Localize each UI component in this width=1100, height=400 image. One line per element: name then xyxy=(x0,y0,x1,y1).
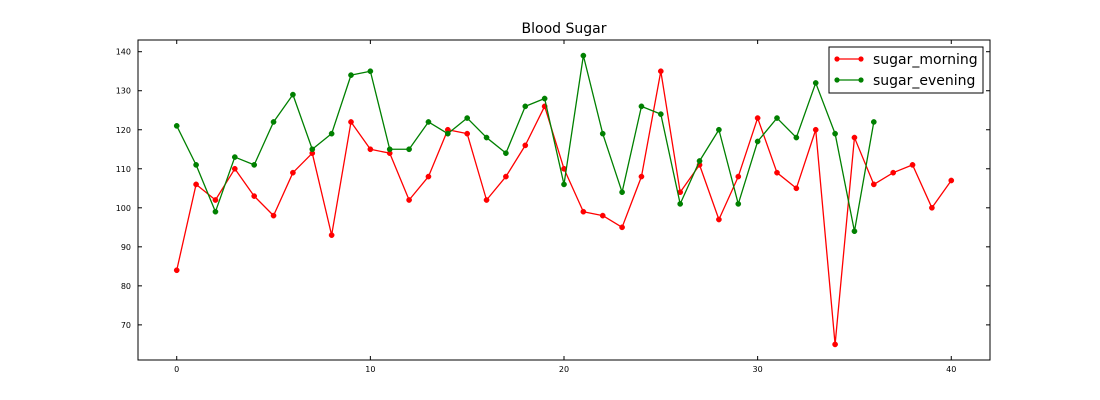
data-point-sugar_evening xyxy=(735,201,742,207)
data-point-sugar_morning xyxy=(599,212,606,219)
data-point-sugar_evening xyxy=(290,91,296,98)
data-point-sugar_morning xyxy=(735,173,742,180)
legend-label-sugar_morning: sugar_morning xyxy=(873,52,978,68)
data-point-sugar_evening xyxy=(793,134,800,141)
data-point-sugar_morning xyxy=(580,208,587,215)
data-point-sugar_evening xyxy=(599,130,606,137)
data-point-sugar_morning xyxy=(812,126,819,133)
x-tick-label: 20 xyxy=(559,365,569,374)
data-point-sugar_evening xyxy=(309,146,316,153)
x-tick-label: 10 xyxy=(365,365,375,374)
data-point-sugar_evening xyxy=(870,119,877,125)
data-point-sugar_morning xyxy=(929,204,935,211)
data-point-sugar_evening xyxy=(348,72,354,78)
data-point-sugar_morning xyxy=(909,162,916,168)
data-point-sugar_evening xyxy=(754,138,761,145)
data-point-sugar_morning xyxy=(251,193,258,199)
data-point-sugar_morning xyxy=(290,169,296,176)
data-point-sugar_evening xyxy=(677,201,684,207)
data-point-sugar_morning xyxy=(870,181,877,188)
data-point-sugar_evening xyxy=(716,126,722,133)
y-tick-label: 130 xyxy=(116,87,131,96)
data-point-sugar_evening xyxy=(561,181,567,188)
x-tick-label: 30 xyxy=(753,365,763,374)
data-point-sugar_evening xyxy=(270,119,277,125)
data-point-sugar_evening xyxy=(812,80,819,86)
data-point-sugar_evening xyxy=(503,150,509,157)
data-point-sugar_evening xyxy=(696,158,703,164)
y-tick-label: 70 xyxy=(121,321,131,330)
data-point-sugar_evening xyxy=(193,162,199,168)
y-tick-label: 80 xyxy=(121,282,131,291)
y-tick-label: 90 xyxy=(121,243,131,252)
data-point-sugar_morning xyxy=(774,169,780,176)
data-point-sugar_evening xyxy=(464,115,471,121)
data-point-sugar_evening xyxy=(619,189,625,196)
legend-box xyxy=(828,46,984,94)
y-tick-label: 110 xyxy=(116,165,131,174)
data-point-sugar_morning xyxy=(851,134,858,141)
data-point-sugar_morning xyxy=(619,224,625,231)
data-point-sugar_evening xyxy=(386,146,393,153)
data-point-sugar_morning xyxy=(464,130,471,137)
data-point-sugar_morning xyxy=(793,185,800,192)
legend: sugar_morning sugar_evening xyxy=(828,46,984,94)
data-point-sugar_evening xyxy=(657,111,664,117)
y-tick-label: 120 xyxy=(116,126,131,135)
data-point-sugar_morning xyxy=(716,216,722,223)
data-point-sugar_evening xyxy=(851,228,858,235)
data-point-sugar_evening xyxy=(406,146,412,153)
data-point-sugar_morning xyxy=(212,197,219,203)
legend-marker-sugar_evening xyxy=(834,77,840,83)
data-point-sugar_morning xyxy=(425,173,432,180)
data-point-sugar_morning xyxy=(754,115,761,121)
data-point-sugar_evening xyxy=(522,103,529,110)
data-point-sugar_evening xyxy=(173,123,180,129)
legend-marker-sugar_morning xyxy=(834,56,840,62)
data-point-sugar_morning xyxy=(832,341,838,348)
data-point-sugar_evening xyxy=(212,208,219,215)
data-point-sugar_evening xyxy=(444,130,451,137)
data-point-sugar_evening xyxy=(483,134,490,141)
data-point-sugar_morning xyxy=(193,181,199,188)
data-point-sugar_morning xyxy=(638,173,645,180)
data-point-sugar_evening xyxy=(541,95,548,102)
data-point-sugar_evening xyxy=(774,115,780,121)
data-point-sugar_morning xyxy=(173,267,180,274)
data-point-sugar_morning xyxy=(657,68,664,75)
data-point-sugar_morning xyxy=(231,165,238,172)
chart-title: Blood Sugar xyxy=(522,21,607,37)
data-point-sugar_morning xyxy=(483,197,490,203)
data-point-sugar_evening xyxy=(832,130,838,137)
data-point-sugar_morning xyxy=(406,197,412,203)
data-point-sugar_morning xyxy=(348,119,354,125)
y-tick-label: 100 xyxy=(116,204,131,213)
legend-marker-sugar_evening xyxy=(858,77,864,83)
x-tick-label: 0 xyxy=(174,365,179,374)
data-point-sugar_evening xyxy=(328,130,335,137)
data-point-sugar_morning xyxy=(367,146,374,153)
data-point-sugar_evening xyxy=(231,154,238,160)
legend-label-sugar_evening: sugar_evening xyxy=(873,73,975,89)
data-point-sugar_morning xyxy=(503,173,509,180)
legend-marker-sugar_morning xyxy=(858,56,864,62)
data-point-sugar_morning xyxy=(328,232,335,238)
data-point-sugar_morning xyxy=(522,142,529,149)
data-point-sugar_evening xyxy=(638,103,645,110)
data-point-sugar_evening xyxy=(251,162,258,168)
y-tick-label: 140 xyxy=(116,48,131,57)
data-point-sugar_morning xyxy=(890,169,897,176)
data-point-sugar_evening xyxy=(367,68,374,75)
data-point-sugar_evening xyxy=(425,119,432,125)
x-tick-label: 40 xyxy=(946,365,956,374)
data-point-sugar_morning xyxy=(270,212,277,219)
data-point-sugar_morning xyxy=(948,177,955,184)
data-point-sugar_evening xyxy=(580,52,587,59)
